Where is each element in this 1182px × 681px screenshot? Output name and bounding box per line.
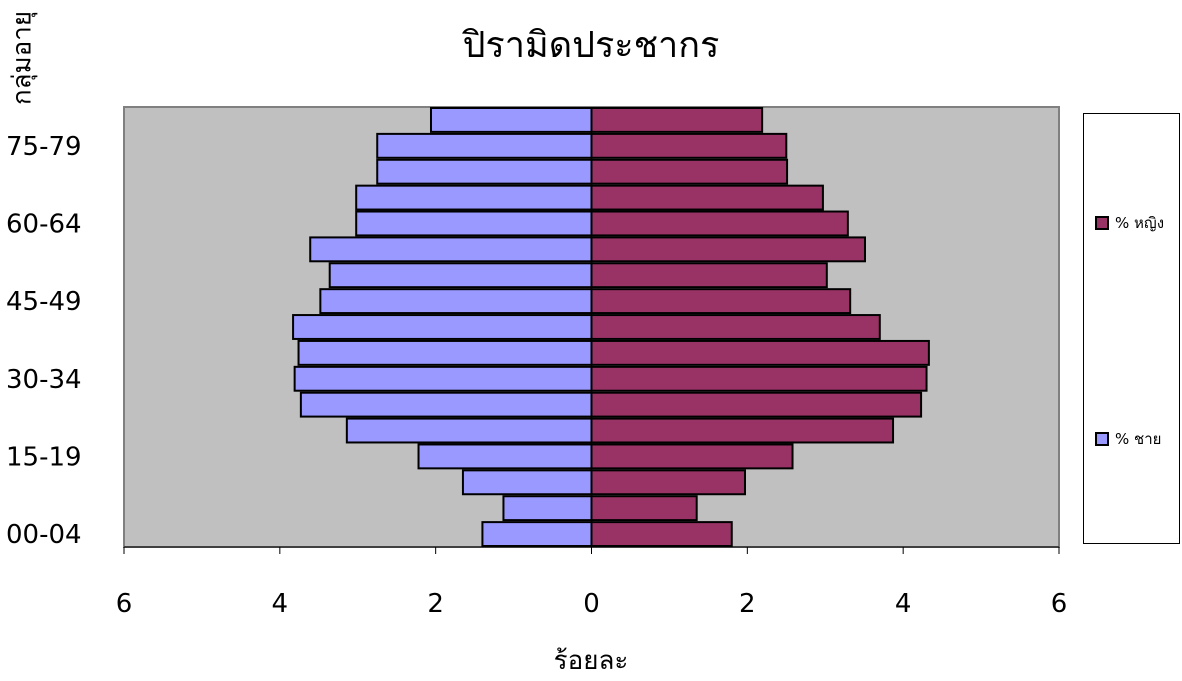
bar-male-65-69 bbox=[355, 184, 593, 211]
legend-swatch-female bbox=[1095, 216, 1109, 230]
x-tick-label: 4 bbox=[895, 589, 912, 619]
bar-female-75-79 bbox=[590, 132, 788, 159]
chart-title: ปิรามิดประชากร bbox=[462, 25, 720, 66]
bar-female-45-49 bbox=[590, 288, 852, 315]
legend: % หญิง % ชาย bbox=[1083, 113, 1180, 544]
bar-male-40-44 bbox=[292, 314, 593, 340]
bar-female-55-59 bbox=[590, 236, 866, 263]
y-tick-label: 30-34 bbox=[6, 365, 82, 395]
bar-male-10-14 bbox=[461, 469, 593, 496]
bar-male-05-09 bbox=[502, 495, 593, 522]
legend-item-male: % ชาย bbox=[1095, 427, 1161, 451]
bar-female-00-04 bbox=[590, 521, 733, 548]
bar-female-15-19 bbox=[590, 443, 794, 470]
bar-male-30-34 bbox=[293, 365, 593, 392]
axes-group: 6 4 2 0 2 4 6 00-04 15-19 30-34 45-49 60-64 75-79 bbox=[6, 132, 1067, 619]
x-tick-label: 6 bbox=[116, 589, 133, 619]
bar-male-70-74 bbox=[376, 158, 593, 185]
y-tick-label: 00-04 bbox=[6, 520, 82, 550]
bar-male-60-64 bbox=[355, 210, 593, 237]
bar-male-80+ bbox=[429, 107, 593, 133]
bar-female-70-74 bbox=[590, 158, 789, 185]
bar-female-50-54 bbox=[590, 262, 828, 289]
bar-female-05-09 bbox=[590, 495, 698, 522]
y-tick-label: 45-49 bbox=[6, 287, 82, 317]
legend-item-female: % หญิง bbox=[1095, 211, 1164, 235]
bar-female-80+ bbox=[590, 107, 764, 133]
x-tick-label: 2 bbox=[739, 589, 756, 619]
bars-group bbox=[292, 107, 930, 548]
bar-male-25-29 bbox=[299, 391, 593, 418]
bar-male-00-04 bbox=[481, 521, 593, 548]
legend-label-female: % หญิง bbox=[1115, 214, 1165, 232]
bar-female-25-29 bbox=[590, 391, 923, 418]
bar-female-35-39 bbox=[590, 339, 930, 366]
x-tick-label: 2 bbox=[427, 589, 444, 619]
y-tick-label: 15-19 bbox=[6, 442, 82, 472]
bar-female-60-64 bbox=[590, 210, 849, 237]
bar-male-50-54 bbox=[328, 262, 593, 289]
x-tick-label: 6 bbox=[1051, 589, 1068, 619]
x-axis-label: ร้อยละ bbox=[553, 646, 629, 676]
bar-female-65-69 bbox=[590, 184, 824, 211]
x-tick-label: 4 bbox=[272, 589, 289, 619]
legend-label-male: % ชาย bbox=[1115, 430, 1162, 448]
bar-male-55-59 bbox=[309, 236, 593, 263]
bar-male-15-19 bbox=[417, 443, 593, 470]
x-tick-label: 0 bbox=[583, 589, 600, 619]
bar-female-40-44 bbox=[590, 314, 881, 340]
legend-swatch-male bbox=[1095, 432, 1109, 446]
bar-male-45-49 bbox=[319, 288, 593, 315]
bar-female-10-14 bbox=[590, 469, 746, 496]
bar-female-30-34 bbox=[590, 365, 928, 392]
y-tick-label: 75-79 bbox=[6, 132, 82, 162]
bar-female-20-24 bbox=[590, 417, 895, 444]
bar-male-20-24 bbox=[345, 417, 593, 444]
bar-male-35-39 bbox=[297, 339, 593, 366]
bar-male-75-79 bbox=[376, 132, 593, 159]
y-tick-label: 60-64 bbox=[6, 209, 82, 239]
